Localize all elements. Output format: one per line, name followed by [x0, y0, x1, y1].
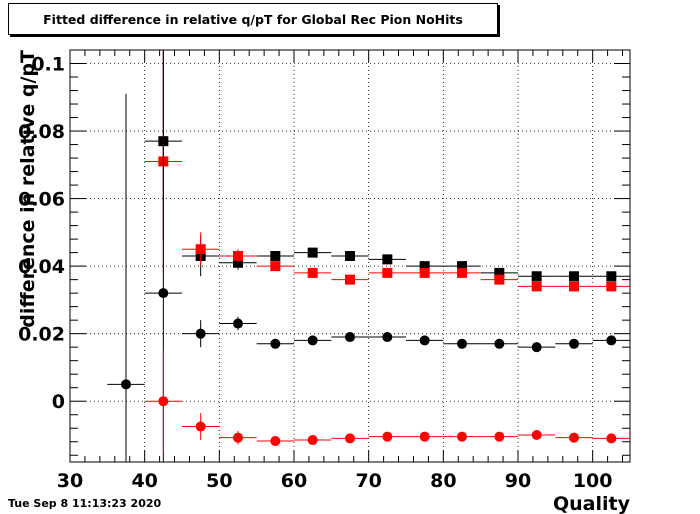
- data-point: [531, 342, 542, 353]
- data-point: [121, 379, 131, 390]
- data-point: [419, 261, 430, 272]
- x-tick-label: 50: [206, 470, 232, 492]
- data-point: [569, 281, 579, 292]
- data-point: [419, 267, 430, 278]
- chart-title: Fitted difference in relative q/pT for G…: [43, 11, 463, 27]
- data-point: [606, 335, 617, 346]
- data-point: [307, 335, 318, 346]
- data-point: [457, 431, 467, 442]
- data-point: [195, 328, 206, 339]
- data-point: [233, 318, 243, 329]
- y-tick-label: 0.04: [18, 256, 65, 278]
- data-point: [606, 281, 617, 292]
- data-point: [307, 247, 318, 258]
- data-point: [531, 271, 542, 282]
- data-point: [457, 261, 467, 272]
- data-point: [270, 251, 281, 261]
- data-point: [233, 432, 243, 443]
- data-point: [382, 267, 393, 278]
- y-tick-label: 0.02: [18, 324, 65, 346]
- data-point: [158, 396, 169, 407]
- data-point: [307, 435, 318, 446]
- data-point: [569, 432, 579, 443]
- data-point: [345, 332, 355, 343]
- data-point: [195, 421, 206, 432]
- data-point: [457, 338, 467, 349]
- data-point: [382, 332, 393, 343]
- data-point: [382, 431, 393, 442]
- data-point: [419, 431, 430, 442]
- data-point: [606, 433, 617, 444]
- data-point: [494, 431, 505, 442]
- x-tick-label: 90: [505, 470, 531, 492]
- x-tick-label: 100: [573, 470, 613, 492]
- series-4: [144, 350, 630, 452]
- data-point: [233, 251, 243, 261]
- x-tick-label: 40: [131, 470, 157, 492]
- y-tick-label: 0: [52, 391, 65, 413]
- axis-ticks: [69, 49, 630, 462]
- data-series: [107, 50, 630, 462]
- data-point: [270, 338, 281, 349]
- data-point: [494, 267, 505, 278]
- x-axis-title: Quality: [553, 493, 631, 514]
- data-point: [494, 274, 505, 285]
- data-point: [457, 267, 467, 278]
- data-point: [531, 429, 542, 440]
- x-tick-label: 80: [430, 470, 456, 492]
- x-tick-label: 70: [355, 470, 381, 492]
- x-tick-label: 30: [57, 470, 83, 492]
- y-tick-label: 0.06: [18, 189, 65, 211]
- chart-title-box: Fitted difference in relative q/pT for G…: [8, 3, 498, 35]
- y-tick-label: 0.1: [31, 54, 65, 76]
- data-point: [345, 433, 355, 444]
- data-point: [195, 244, 206, 255]
- tick-labels: 30 40 50 60 70 80 90 100 0 0.02 0.04 0.06 0.08 0.1: [18, 54, 612, 492]
- data-point: [419, 335, 430, 346]
- series-1: [144, 50, 630, 282]
- data-point: [606, 271, 617, 282]
- y-tick-label: 0.08: [18, 121, 65, 143]
- data-point: [270, 261, 281, 272]
- data-point: [158, 288, 169, 299]
- x-tick-label: 60: [281, 470, 307, 492]
- data-point: [345, 274, 355, 285]
- data-point: [531, 281, 542, 292]
- data-point: [494, 338, 505, 349]
- y-axis-title: difference in relative q/pT: [17, 50, 39, 328]
- datestamp: Tue Sep 8 11:13:23 2020: [8, 497, 162, 510]
- data-point: [270, 436, 281, 447]
- data-point: [307, 267, 318, 278]
- data-point: [569, 271, 579, 282]
- data-point: [345, 251, 355, 261]
- data-point: [382, 254, 393, 265]
- plot-frame: [69, 49, 631, 463]
- data-point: [569, 338, 579, 349]
